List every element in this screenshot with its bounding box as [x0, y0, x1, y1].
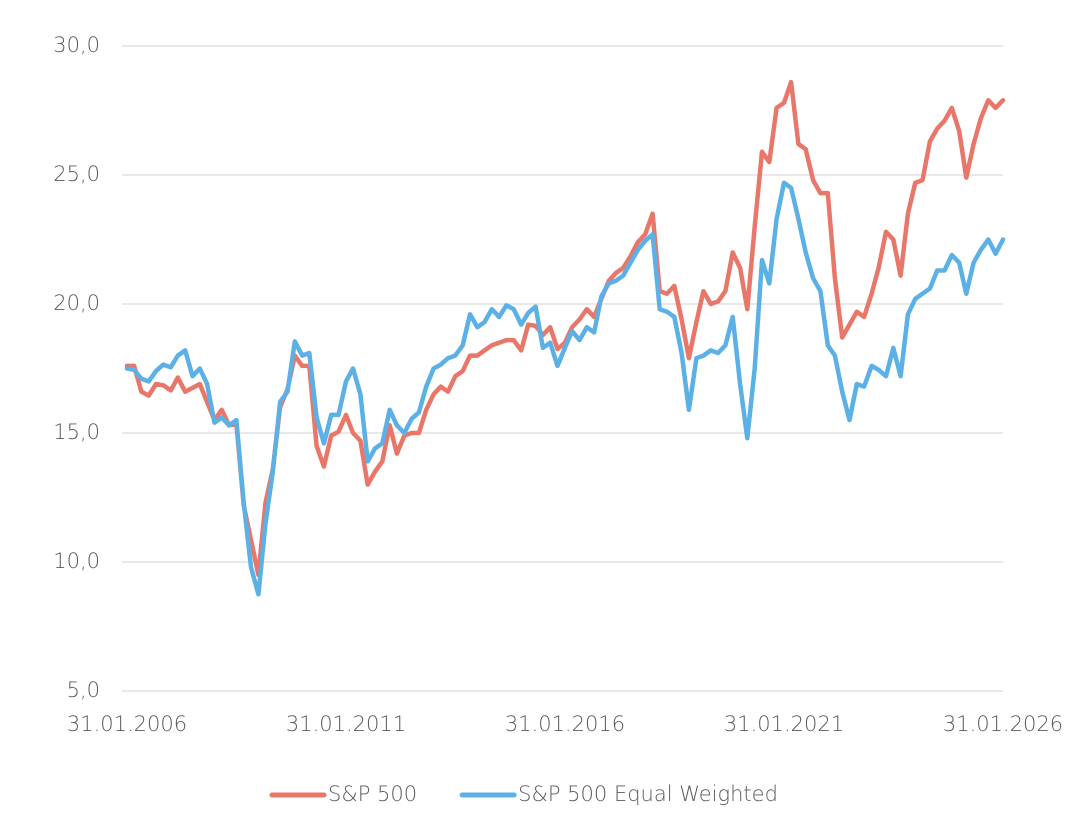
- y-tick-label: 20,0: [53, 291, 100, 315]
- series-line: [124, 79, 1006, 578]
- y-tick-label: 25,0: [53, 162, 100, 186]
- y-tick-label: 30,0: [53, 33, 100, 57]
- x-tick-label: 31.01.2011: [286, 712, 406, 736]
- x-tick-label: 31.01.2026: [943, 712, 1063, 736]
- legend-label: S&P 500 Equal Weighted: [518, 782, 778, 806]
- legend-label: S&P 500: [328, 782, 417, 806]
- x-tick-label: 31.01.2006: [67, 712, 187, 736]
- y-tick-label: 15,0: [53, 420, 100, 444]
- y-tick-label: 5,0: [67, 678, 100, 702]
- x-tick-label: 31.01.2016: [505, 712, 625, 736]
- x-tick-label: 31.01.2021: [724, 712, 844, 736]
- y-tick-label: 10,0: [53, 549, 100, 573]
- series-line: [124, 180, 1006, 597]
